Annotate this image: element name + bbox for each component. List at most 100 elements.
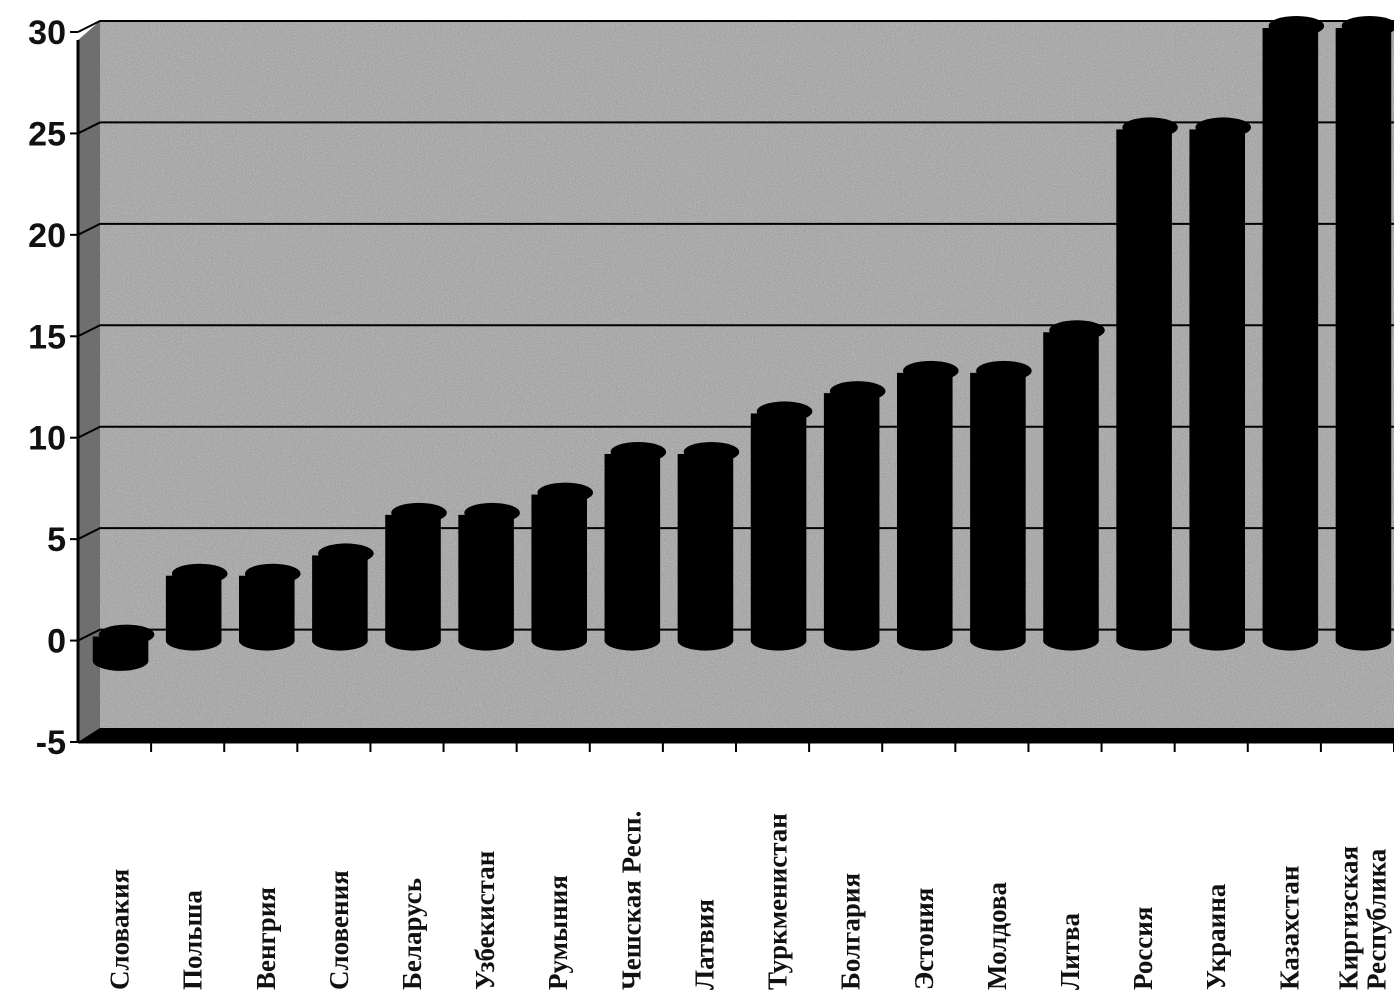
bar-base	[238, 630, 295, 651]
bar-5	[385, 502, 447, 651]
bar-11	[823, 381, 886, 651]
x-category-label: Венгрия	[251, 887, 281, 990]
bar-cap	[976, 360, 1032, 381]
bar-base	[970, 630, 1026, 651]
bar-body	[1335, 28, 1392, 641]
bar-base	[165, 630, 222, 651]
bar-body	[823, 393, 880, 641]
bar-cap	[391, 502, 447, 523]
bar-base	[1189, 630, 1246, 651]
bar-body	[677, 454, 734, 641]
x-category-label: Эстония	[909, 888, 939, 990]
bar-body	[165, 575, 222, 641]
bar-body	[1043, 332, 1099, 641]
bar-2	[165, 563, 228, 651]
bar-body	[312, 555, 368, 641]
bar-body	[1189, 129, 1246, 641]
bar-9	[677, 442, 740, 651]
bar-cap	[537, 482, 594, 503]
plot-side-wall	[78, 21, 100, 742]
x-category-label: Украина	[1201, 883, 1231, 990]
y-tick-label: 10	[28, 420, 66, 458]
x-category-label: Беларусь	[397, 878, 427, 990]
bar-1	[92, 624, 155, 671]
bar-14	[1043, 320, 1105, 651]
x-category-label: Молдова	[982, 882, 1012, 990]
bar-8	[604, 442, 667, 651]
bar-base	[1262, 630, 1319, 651]
x-category-label: Болгария	[836, 873, 866, 990]
bar-3	[238, 563, 301, 651]
bar-7	[531, 482, 594, 651]
bar-base	[677, 630, 734, 651]
gridline	[77, 425, 1394, 439]
x-category-label: Узбекистан	[470, 851, 500, 990]
gridline	[77, 121, 1394, 135]
bar-base	[458, 630, 514, 651]
bar-cap	[171, 563, 228, 584]
bar-base	[531, 630, 588, 651]
bar-cap	[1049, 320, 1105, 341]
x-category-label: Киргизская	[1333, 846, 1363, 990]
bar-base	[92, 650, 149, 671]
bar-17	[1262, 16, 1325, 651]
bar-12	[896, 360, 959, 651]
bar-base	[1335, 630, 1392, 651]
plot-floor	[78, 728, 1394, 742]
bar-base	[1043, 630, 1099, 651]
bar-base	[312, 630, 368, 651]
bar-cap	[1341, 16, 1394, 36]
gridline	[77, 324, 1394, 338]
bar-16	[1189, 117, 1252, 651]
y-tick-label: 0	[47, 623, 66, 661]
x-category-label: Словакия	[105, 869, 135, 990]
gridline	[77, 20, 1394, 33]
y-tick-label: 5	[47, 521, 66, 559]
y-tick-label: 15	[28, 318, 66, 356]
bar-cap	[318, 543, 374, 564]
y-tick-label: 20	[28, 217, 66, 255]
bar-15	[1116, 117, 1178, 651]
bar-body	[604, 454, 661, 641]
bar-base	[750, 630, 807, 651]
bar-body	[1262, 28, 1319, 641]
x-category-label: Румыния	[543, 875, 573, 990]
bar-cap	[464, 502, 520, 523]
x-category-label: Литва	[1055, 912, 1085, 990]
x-category-label: Туркменистан	[763, 813, 793, 990]
bar-cap	[683, 442, 740, 462]
bar-18	[1335, 16, 1394, 651]
x-category-label: Польша	[178, 890, 208, 990]
bar-base	[604, 630, 661, 651]
bar-10	[750, 401, 813, 651]
bar-cap	[610, 442, 667, 462]
bar-body	[531, 494, 588, 641]
x-category-label: Казахстан	[1274, 866, 1304, 990]
bar-base	[385, 630, 441, 651]
bar-cap	[902, 360, 959, 381]
bar-cap	[1195, 117, 1252, 138]
bar-cap	[244, 563, 301, 584]
bar-cap	[829, 381, 886, 402]
gridline	[77, 222, 1394, 236]
bar-cap	[1268, 16, 1325, 36]
y-tick-label: -5	[36, 724, 66, 762]
bar-base	[823, 630, 880, 651]
gridline	[77, 527, 1394, 541]
bar-body	[750, 413, 807, 641]
bar-body	[385, 514, 441, 641]
gridline	[77, 628, 1394, 642]
bar-13	[970, 360, 1032, 651]
y-tick-label: 25	[28, 115, 66, 153]
bar-body	[458, 514, 514, 641]
bar-6	[458, 502, 520, 651]
bar-body	[896, 372, 953, 641]
bar-cap	[98, 624, 155, 645]
bar-base	[1116, 630, 1172, 651]
bar-cap	[756, 401, 813, 422]
bar-cap	[1122, 117, 1178, 138]
x-category-label: Россия	[1128, 907, 1158, 990]
bar-body	[970, 372, 1026, 641]
